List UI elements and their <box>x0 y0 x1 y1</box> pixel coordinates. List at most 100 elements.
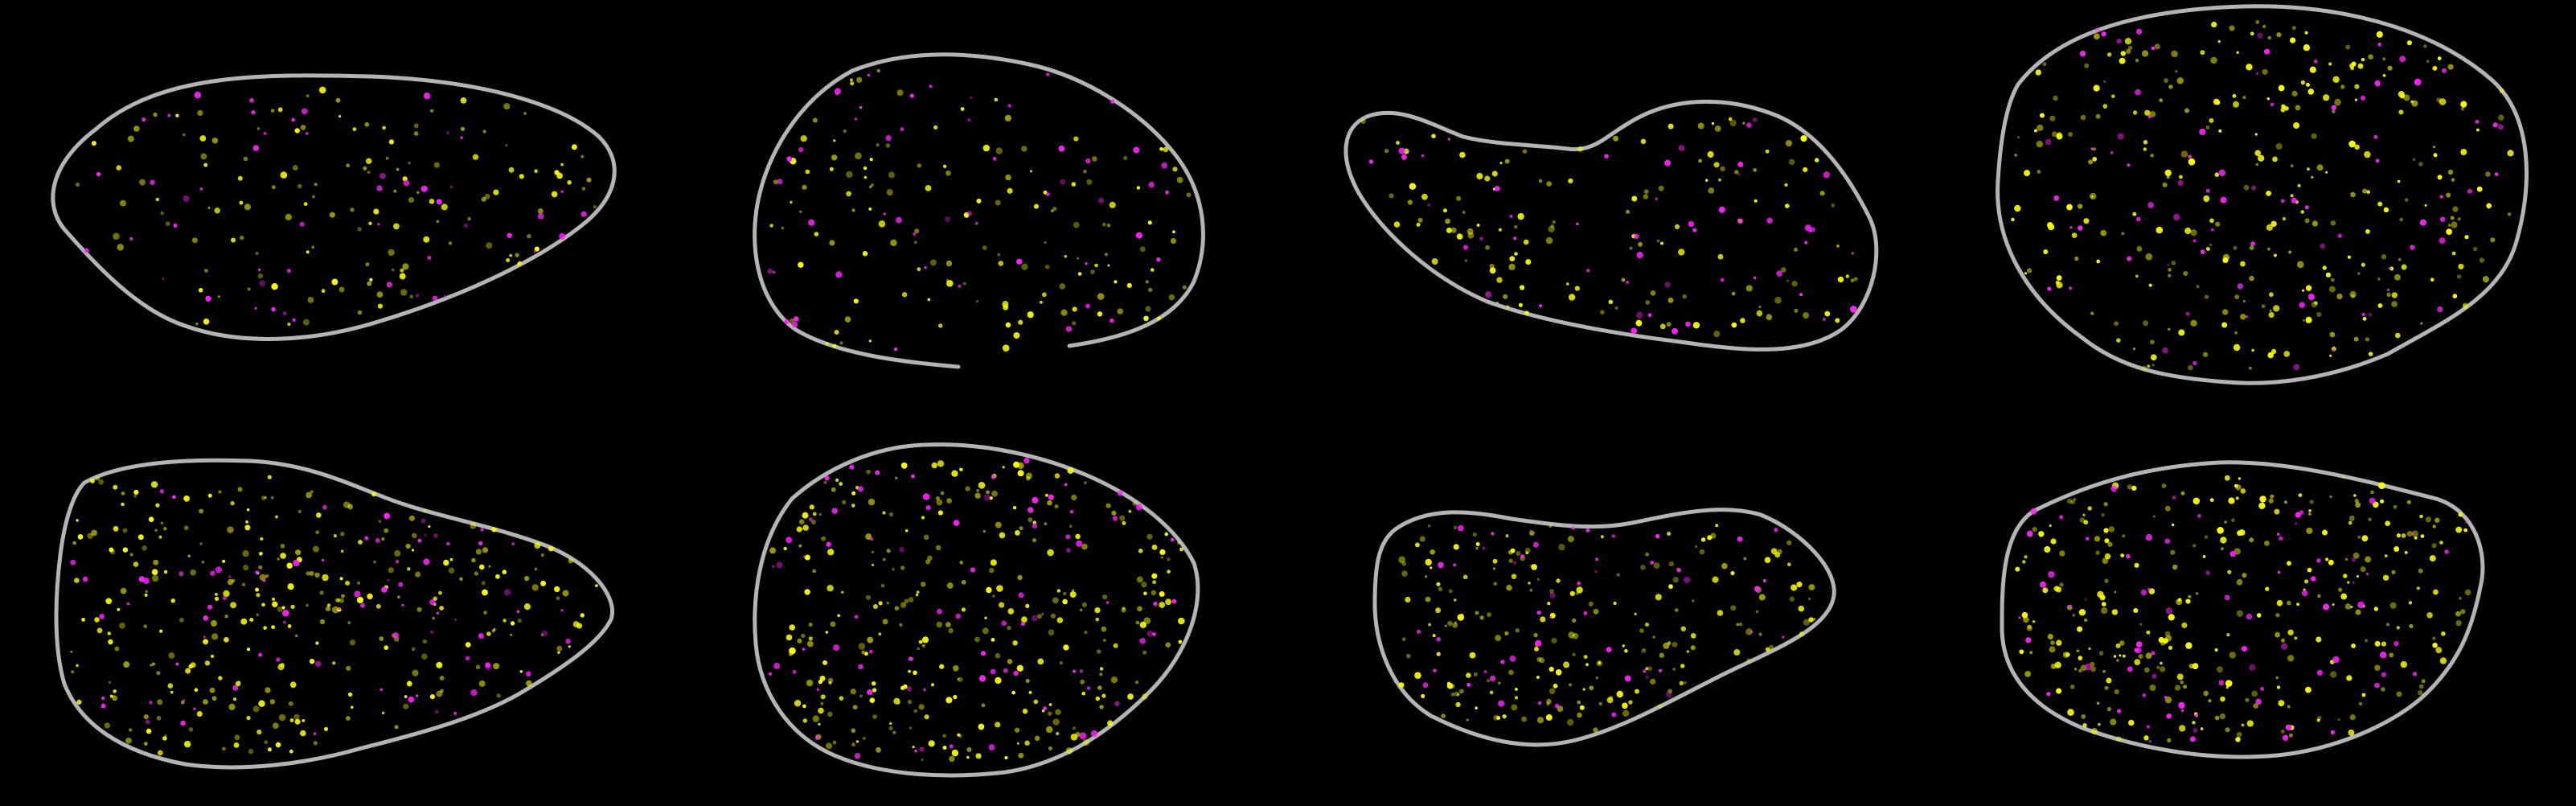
spot <box>983 494 991 501</box>
spot <box>276 657 281 662</box>
spot <box>2460 609 2466 615</box>
spot <box>290 604 295 610</box>
spot <box>2229 25 2235 31</box>
spot <box>2283 351 2290 357</box>
spot <box>2192 721 2196 725</box>
spot <box>945 216 950 222</box>
spot <box>2486 203 2492 209</box>
spot <box>2209 218 2214 224</box>
spot <box>1498 681 1501 685</box>
spot <box>982 627 989 635</box>
spot <box>2382 574 2389 581</box>
spot <box>264 740 269 745</box>
spot <box>2361 693 2366 697</box>
spot <box>1170 237 1176 245</box>
spot <box>892 567 895 571</box>
spot <box>871 550 874 553</box>
spot <box>921 644 925 648</box>
spot <box>121 502 125 507</box>
spot <box>872 604 878 609</box>
spot <box>211 696 217 701</box>
spot <box>443 294 447 298</box>
spot <box>1598 701 1602 706</box>
spot <box>2302 289 2305 292</box>
spot <box>223 590 230 598</box>
spot <box>1525 551 1529 554</box>
spot <box>2273 305 2280 312</box>
spot <box>2083 520 2089 525</box>
spot <box>2393 546 2400 552</box>
spot <box>312 545 319 553</box>
spot <box>1082 738 1090 746</box>
spot <box>2074 668 2078 671</box>
spot <box>2035 69 2041 76</box>
spot <box>908 656 913 661</box>
spot <box>2237 283 2244 290</box>
spot <box>966 746 972 753</box>
spot <box>580 154 585 158</box>
spot <box>1503 294 1508 299</box>
spot <box>1536 611 1541 615</box>
spot <box>393 223 400 230</box>
spot <box>1611 534 1615 538</box>
spot <box>2288 733 2293 738</box>
spot <box>1086 179 1093 185</box>
spot <box>119 623 125 629</box>
spot <box>2332 109 2336 113</box>
spot <box>2172 564 2178 570</box>
spot <box>2369 497 2376 504</box>
spot <box>2270 220 2277 227</box>
spot <box>1099 672 1103 676</box>
spot <box>2253 703 2258 709</box>
spot <box>988 744 995 750</box>
spot <box>281 606 285 610</box>
spot <box>1453 525 1458 530</box>
spot <box>1045 192 1050 196</box>
spot <box>2307 88 2315 95</box>
spot <box>2368 517 2372 521</box>
spot <box>399 273 406 280</box>
spot <box>297 183 302 189</box>
spot <box>842 500 847 504</box>
spot <box>949 744 954 749</box>
spot <box>2180 681 2184 685</box>
spot <box>1016 664 1024 672</box>
spot <box>2317 715 2322 720</box>
spot <box>2235 737 2241 742</box>
spot <box>1608 299 1614 305</box>
spot <box>1628 700 1633 705</box>
spot <box>1431 258 1438 265</box>
spot <box>448 241 453 245</box>
spot <box>2135 648 2142 654</box>
spot <box>1165 598 1172 606</box>
spot <box>2344 557 2348 561</box>
spot <box>802 704 806 709</box>
spot <box>412 533 417 538</box>
spot <box>199 135 207 142</box>
spot <box>1640 138 1647 145</box>
spot <box>1508 558 1513 563</box>
spot <box>2164 696 2168 699</box>
spot <box>2204 198 2209 203</box>
spot <box>1548 225 1555 232</box>
spot <box>995 652 1001 659</box>
spot <box>315 530 320 535</box>
spot <box>1539 304 1543 308</box>
spot <box>1663 642 1670 649</box>
spot <box>2068 604 2072 609</box>
spot <box>2172 523 2175 527</box>
spot <box>76 699 82 705</box>
spot <box>957 733 961 737</box>
spot <box>2393 273 2401 281</box>
spot <box>1756 310 1763 317</box>
spot <box>2166 175 2170 179</box>
spot <box>1690 633 1696 639</box>
spot <box>2307 167 2310 171</box>
spot <box>1123 156 1128 160</box>
spot <box>1489 690 1494 695</box>
spot <box>1476 224 1480 227</box>
spot <box>1469 652 1476 659</box>
spot <box>263 626 267 630</box>
spot <box>1804 224 1812 232</box>
spot <box>1110 318 1114 323</box>
